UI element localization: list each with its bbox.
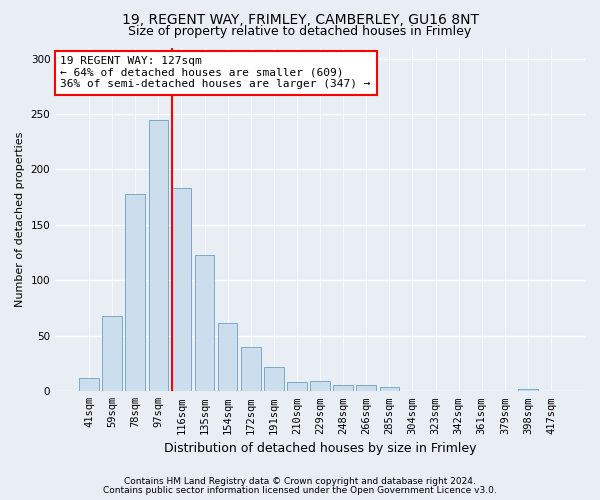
Bar <box>172 188 191 392</box>
Y-axis label: Number of detached properties: Number of detached properties <box>15 132 25 307</box>
Text: 19 REGENT WAY: 127sqm
← 64% of detached houses are smaller (609)
36% of semi-det: 19 REGENT WAY: 127sqm ← 64% of detached … <box>61 56 371 90</box>
Bar <box>287 382 307 392</box>
Bar <box>195 255 214 392</box>
Bar <box>218 322 238 392</box>
Text: Size of property relative to detached houses in Frimley: Size of property relative to detached ho… <box>128 25 472 38</box>
Bar <box>241 347 260 392</box>
Bar <box>518 389 538 392</box>
Text: 19, REGENT WAY, FRIMLEY, CAMBERLEY, GU16 8NT: 19, REGENT WAY, FRIMLEY, CAMBERLEY, GU16… <box>121 12 479 26</box>
Text: Contains public sector information licensed under the Open Government Licence v3: Contains public sector information licen… <box>103 486 497 495</box>
Bar <box>149 120 168 392</box>
Bar <box>103 316 122 392</box>
Bar <box>79 378 99 392</box>
Text: Contains HM Land Registry data © Crown copyright and database right 2024.: Contains HM Land Registry data © Crown c… <box>124 477 476 486</box>
Bar <box>310 382 330 392</box>
Bar <box>356 384 376 392</box>
Bar <box>334 384 353 392</box>
Bar <box>125 194 145 392</box>
Bar <box>380 387 399 392</box>
X-axis label: Distribution of detached houses by size in Frimley: Distribution of detached houses by size … <box>164 442 476 455</box>
Bar <box>264 367 284 392</box>
